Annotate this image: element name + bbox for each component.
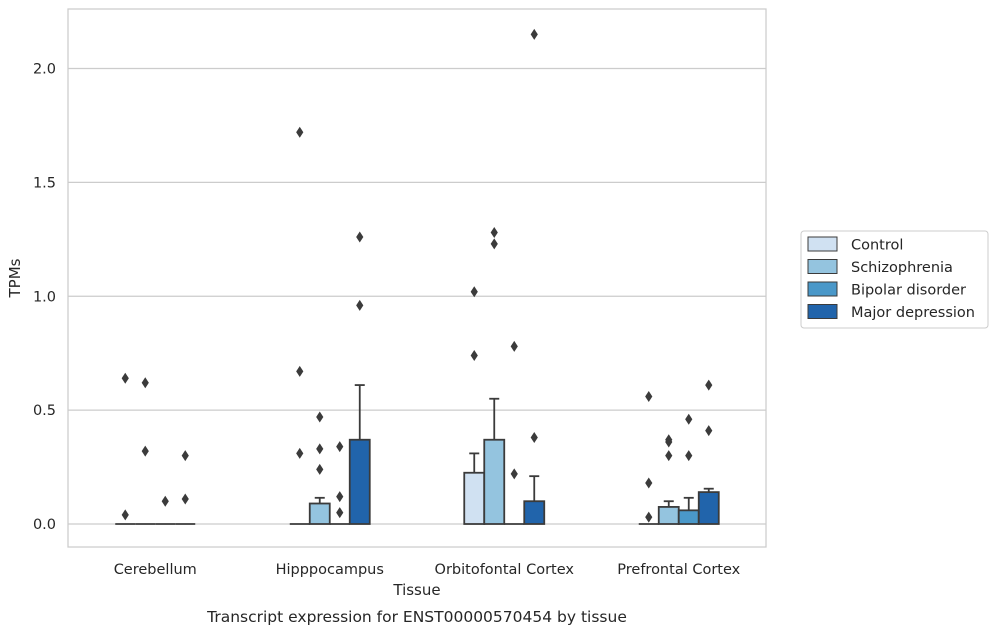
- legend-label: Control: [851, 238, 903, 254]
- plot-frame: [67, 8, 767, 548]
- outlier-point: [121, 372, 129, 384]
- error-bars: [314, 384, 714, 511]
- legend: Control Schizophrenia Bipolar disorder Majo…: [800, 230, 989, 329]
- legend-swatch: [807, 236, 838, 252]
- outlier-point: [141, 445, 149, 457]
- bar: [657, 506, 680, 525]
- x-axis-label: Tissue: [392, 581, 440, 599]
- outlier-point: [356, 231, 364, 243]
- legend-swatch: [807, 259, 838, 274]
- bar: [697, 491, 720, 525]
- outlier-point: [645, 390, 653, 402]
- legend-swatch: [807, 281, 838, 297]
- outlier-point: [316, 411, 324, 423]
- x-tick-label: Prefrontal Cortex: [617, 562, 740, 578]
- outliers: [121, 28, 713, 523]
- outlier-point: [296, 447, 304, 459]
- x-tick-label: Hipppocampus: [276, 562, 384, 578]
- gridlines: [68, 67, 766, 525]
- outlier-point: [316, 463, 324, 475]
- outlier-point: [296, 365, 304, 377]
- legend-swatch: [807, 304, 838, 319]
- outlier-point: [161, 495, 169, 507]
- outlier-point: [121, 509, 129, 521]
- outlier-point: [336, 491, 344, 503]
- legend-label: Schizophrenia: [851, 260, 953, 276]
- outlier-point: [645, 511, 653, 523]
- bar: [348, 438, 371, 525]
- y-axis-label: TPMs: [6, 258, 24, 298]
- outlier-point: [356, 299, 364, 311]
- y-tick-label: 0.0: [33, 517, 56, 533]
- outlier-point: [181, 493, 189, 505]
- outlier-point: [141, 377, 149, 389]
- outlier-point: [181, 450, 189, 462]
- outlier-point: [685, 413, 693, 425]
- x-axis-ticks: Cerebellum Hipppocampus Orbitofontal Corte…: [114, 562, 741, 578]
- legend-label: Bipolar disorder: [851, 283, 966, 299]
- x-tick-label: Orbitofontal Cortex: [435, 562, 575, 578]
- outlier-point: [665, 434, 673, 446]
- outlier-point: [645, 477, 653, 489]
- y-tick-label: 1.5: [33, 175, 56, 191]
- outlier-point: [470, 349, 478, 361]
- bar: [523, 500, 546, 525]
- y-axis-ticks: 0.0 0.5 1.0 1.5 2.0: [33, 62, 56, 534]
- outlier-point: [490, 238, 498, 250]
- legend-label: Major depression: [851, 305, 975, 321]
- outlier-point: [296, 126, 304, 138]
- outlier-point: [530, 28, 538, 40]
- outlier-point: [470, 286, 478, 298]
- x-tick-label: Cerebellum: [114, 562, 197, 578]
- bar: [463, 471, 486, 525]
- bar: [677, 509, 700, 525]
- outlier-point: [705, 425, 713, 437]
- bar: [308, 502, 331, 525]
- outlier-point: [336, 507, 344, 519]
- legend-frame: [800, 230, 989, 329]
- outlier-point: [530, 431, 538, 443]
- bars: [115, 438, 720, 525]
- outlier-point: [685, 450, 693, 462]
- outlier-point: [490, 226, 498, 238]
- bar: [483, 438, 506, 525]
- y-tick-label: 2.0: [33, 62, 56, 78]
- y-tick-label: 0.5: [33, 403, 56, 419]
- outlier-point: [705, 379, 713, 391]
- outlier-point: [336, 441, 344, 453]
- outlier-point: [665, 450, 673, 462]
- chart-title: Transcript expression for ENST0000057045…: [206, 608, 627, 626]
- y-tick-label: 1.0: [33, 289, 56, 305]
- outlier-point: [316, 443, 324, 455]
- outlier-point: [510, 468, 518, 480]
- outlier-point: [510, 340, 518, 352]
